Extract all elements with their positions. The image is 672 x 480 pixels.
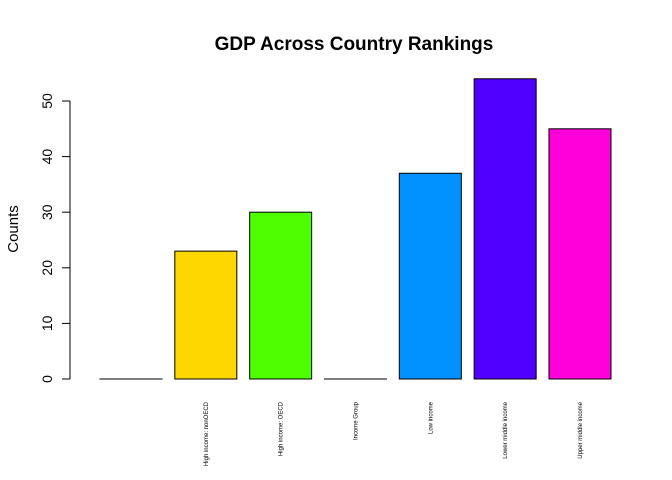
- bar: [174, 250, 238, 380]
- y-tick-label: 30: [39, 204, 55, 220]
- x-tick-label: Lower middle income: [503, 401, 509, 458]
- y-axis-label: Counts: [5, 205, 22, 253]
- x-tick-label: High income: OECD: [279, 401, 285, 456]
- x-axis-tick-labels: High income: nonOECD High income: OECD Inc…: [204, 401, 584, 466]
- chart-title: GDP Across Country Rankings: [215, 34, 494, 55]
- x-tick-label: Low income: [428, 401, 434, 434]
- y-tick-label: 10: [39, 315, 55, 331]
- x-tick-label: Upper middle income: [578, 401, 584, 458]
- bar: [548, 128, 612, 380]
- y-axis-ticks: 0 10 20 30 40 50: [39, 93, 70, 383]
- bar: [473, 78, 537, 380]
- bar: [249, 211, 313, 380]
- x-tick-label: High income: nonOECD: [204, 401, 210, 466]
- x-tick-label: Income Group: [353, 401, 359, 440]
- y-tick-label: 0: [39, 375, 55, 383]
- y-tick-label: 20: [39, 260, 55, 276]
- y-tick-label: 50: [39, 93, 55, 109]
- bar: [398, 172, 462, 380]
- bars-group: [99, 78, 612, 380]
- y-tick-label: 40: [39, 149, 55, 165]
